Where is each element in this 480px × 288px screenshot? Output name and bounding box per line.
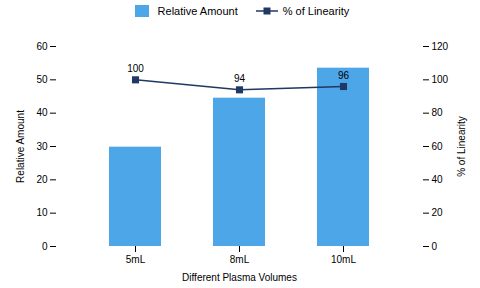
svg-text:96: 96 xyxy=(338,70,350,81)
svg-text:120: 120 xyxy=(432,41,449,52)
svg-text:20: 20 xyxy=(432,207,444,218)
svg-text:0: 0 xyxy=(432,241,438,252)
svg-text:20: 20 xyxy=(36,174,48,185)
svg-text:94: 94 xyxy=(234,73,246,84)
html-text:% of Linearity: % of Linearity xyxy=(282,5,350,17)
svg-text:8mL: 8mL xyxy=(230,254,250,265)
html-text:Relative Amount: Relative Amount xyxy=(157,5,238,17)
svg-text:Different Plasma Volumes: Different Plasma Volumes xyxy=(182,272,297,283)
svg-text:10mL: 10mL xyxy=(331,254,356,265)
svg-text:60: 60 xyxy=(432,141,444,152)
svg-text:Relative Amount: Relative Amount xyxy=(15,110,26,183)
svg-text:10: 10 xyxy=(36,207,48,218)
svg-text:80: 80 xyxy=(432,107,444,118)
svg-text:% of Linearity: % of Linearity xyxy=(456,116,467,177)
svg-text:100: 100 xyxy=(127,63,144,74)
svg-text:50: 50 xyxy=(36,74,48,85)
svg-text:40: 40 xyxy=(432,174,444,185)
svg-text:5mL: 5mL xyxy=(126,254,146,265)
svg-text:60: 60 xyxy=(36,41,48,52)
svg-text:100: 100 xyxy=(432,74,449,85)
svg-text:0: 0 xyxy=(42,241,48,252)
svg-text:40: 40 xyxy=(36,107,48,118)
svg-text:30: 30 xyxy=(36,141,48,152)
